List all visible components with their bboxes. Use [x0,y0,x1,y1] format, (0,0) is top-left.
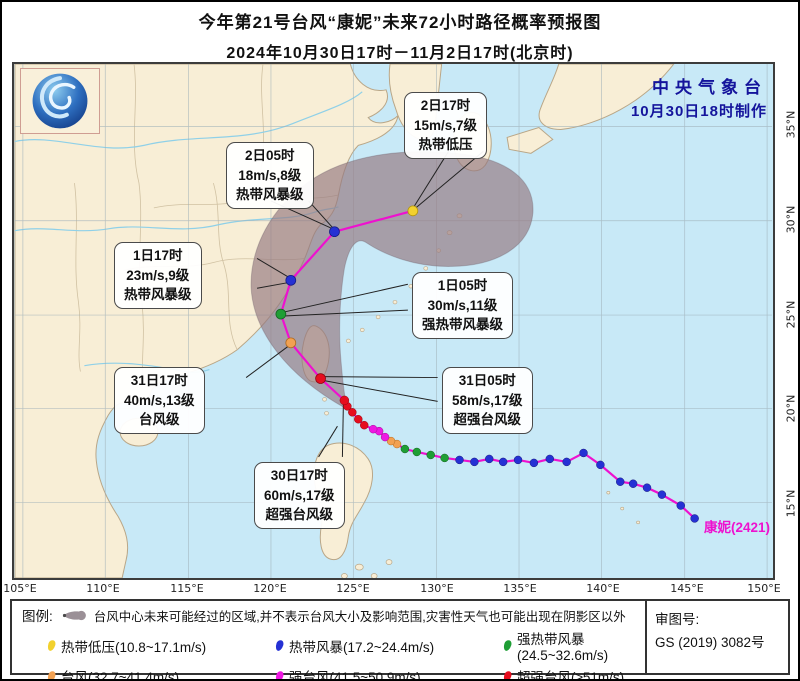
legend-item-label: 热带低压(10.8~17.1m/s) [61,639,207,655]
annotation-1d17h: 1日17时 23m/s,9级 热带风暴级 [114,242,202,309]
anno-time: 31日05时 [458,373,516,388]
lat-tick: 35°N [784,110,798,139]
review-label: 审图号: [655,612,700,627]
philippine-islands [341,559,393,578]
lon-tick: 150°E [747,582,781,595]
legend-item-label: 强台风(41.5~50.9m/s) [289,670,421,681]
lon-tick: 115°E [170,582,204,595]
severe-typhoon-icon [274,669,285,679]
anno-wind: 60m/s,17级 [264,487,335,503]
anno-level: 热带低压 [418,137,473,153]
legend-panel: 图例: 台风中心未来可能经过的区域,并不表示台风大小及影响范围,灾害性天气也可能… [10,599,790,679]
title-line1: 今年第21号台风“康妮”未来72小时路径概率预报图 [198,13,602,32]
credit-block: 中央气象台 10月30日18时制作 [631,76,767,122]
legend-item-tropical-storm: 热带风暴(17.2~24.4m/s) [274,628,504,663]
shikoku-land [506,126,554,154]
page-title: 今年第21号台风“康妮”未来72小时路径概率预报图 2024年10月30日17时… [2,8,798,63]
anno-time: 30日17时 [270,468,328,483]
forecast-track-points [275,205,419,384]
anno-level: 热带风暴级 [236,187,304,203]
lon-tick: 130°E [420,582,454,595]
legend-item-super-typhoon: 超强台风(≥51m/s) [502,666,639,681]
forecast-map: 中央气象台 10月30日18时制作 2日17时 15m/s,7级 热带低压 2日… [12,62,775,580]
legend-main: 图例: 台风中心未来可能经过的区域,并不表示台风大小及影响范围,灾害性天气也可能… [12,601,645,679]
anno-time: 31日17时 [130,373,188,388]
anno-wind: 23m/s,9级 [126,267,190,283]
legend-items: 热带低压(10.8~17.1m/s) 热带风暴(17.2~24.4m/s) 强热… [46,628,639,681]
anno-level: 强热带风暴级 [422,317,503,333]
map-review-number: 审图号: GS (2019) 3082号 [645,601,788,673]
lon-tick: 120°E [253,582,287,595]
anno-wind: 30m/s,11级 [427,297,498,313]
legend-caption: 图例: [22,609,53,624]
review-number: GS (2019) 3082号 [655,634,765,650]
honshu-land [538,64,675,130]
point-31d17h-typhoon [285,337,297,349]
point-2d05h-tropical-storm [329,226,340,238]
point-31d05h-super-typhoon [315,373,326,384]
map-canvas [14,64,773,578]
tropical-depression-icon [46,639,57,652]
legend-item-label: 热带风暴(17.2~24.4m/s) [289,639,435,655]
observed-track-points [339,395,699,523]
storm-name-label: 康妮(2421) [704,520,771,535]
cone-icon [62,610,86,620]
point-2d17h-tropical-depression [407,205,419,217]
anno-time: 1日05时 [437,278,488,293]
lon-tick: 105°E [3,582,37,595]
yellow-river [14,91,363,149]
lat-tick: 20°N [784,394,798,423]
legend-cone-note: 台风中心未来可能经过的区域,并不表示台风大小及影响范围,灾害性天气也可能出现在阴… [93,609,626,624]
anno-time: 2日05时 [244,148,295,163]
leader-lines [245,150,484,458]
annotation-2d17h: 2日17时 15m/s,7级 热带低压 [404,92,488,159]
legend-item-label: 台风(32.7~41.4m/s) [61,670,180,681]
annotation-31d05h: 31日05时 58m/s,17级 超强台风级 [442,367,533,434]
lon-tick: 110°E [86,582,120,595]
anno-time: 1日17时 [132,248,183,263]
anno-wind: 40m/s,13级 [124,392,195,408]
annotation-1d05h: 1日05时 30m/s,11级 强热带风暴级 [412,272,513,339]
typhoon-icon [46,669,57,679]
legend-cone-row: 图例: 台风中心未来可能经过的区域,并不表示台风大小及影响范围,灾害性天气也可能… [22,605,639,625]
anno-wind: 58m/s,17级 [452,392,523,408]
legend-item-tropical-depression: 热带低压(10.8~17.1m/s) [46,628,276,663]
legend-item-severe-typhoon: 强台风(41.5~50.9m/s) [274,666,504,681]
lon-tick: 125°E [336,582,370,595]
point-1d17h-tropical-storm [285,274,297,286]
point-1d05h-severe-tropical-storm [275,308,287,320]
lon-tick: 140°E [586,582,620,595]
credit-agency: 中央气象台 [652,78,767,97]
lon-tick: 145°E [670,582,704,595]
legend-item-label: 强热带风暴(24.5~32.6m/s) [517,632,609,663]
lat-tick: 25°N [784,300,798,329]
anno-level: 热带风暴级 [124,287,192,303]
cma-typhoon-logo [20,68,100,134]
legend-item-severe-tropical-storm: 强热带风暴(24.5~32.6m/s) [502,628,639,663]
lat-tick: 15°N [784,489,798,518]
anno-level: 台风级 [139,412,180,428]
legend-item-label: 超强台风(≥51m/s) [517,670,625,681]
lon-tick: 135°E [503,582,537,595]
annotation-2d05h: 2日05时 18m/s,8级 热带风暴级 [226,142,314,209]
tropical-storm-icon [274,639,285,652]
title-line2: 2024年10月30日17时－11月2日17时(北京时) [226,45,574,62]
anno-level: 超强台风级 [453,412,522,428]
severe-tropical-storm-icon [502,639,513,652]
typhoon-logo-icon [32,73,88,129]
credit-issued: 10月30日18时制作 [630,102,767,120]
annotation-31d17h: 31日17时 40m/s,13级 台风级 [114,367,205,434]
anno-time: 2日17时 [420,98,471,113]
anno-wind: 18m/s,8级 [238,167,302,183]
probability-cone [250,151,534,411]
legend-item-typhoon: 台风(32.7~41.4m/s) [46,666,276,681]
anno-level: 超强台风级 [265,507,334,523]
anno-wind: 15m/s,7级 [414,117,478,133]
annotation-30d17h: 30日17时 60m/s,17级 超强台风级 [254,462,345,529]
lat-tick: 30°N [784,205,798,234]
super-typhoon-icon [502,669,513,679]
